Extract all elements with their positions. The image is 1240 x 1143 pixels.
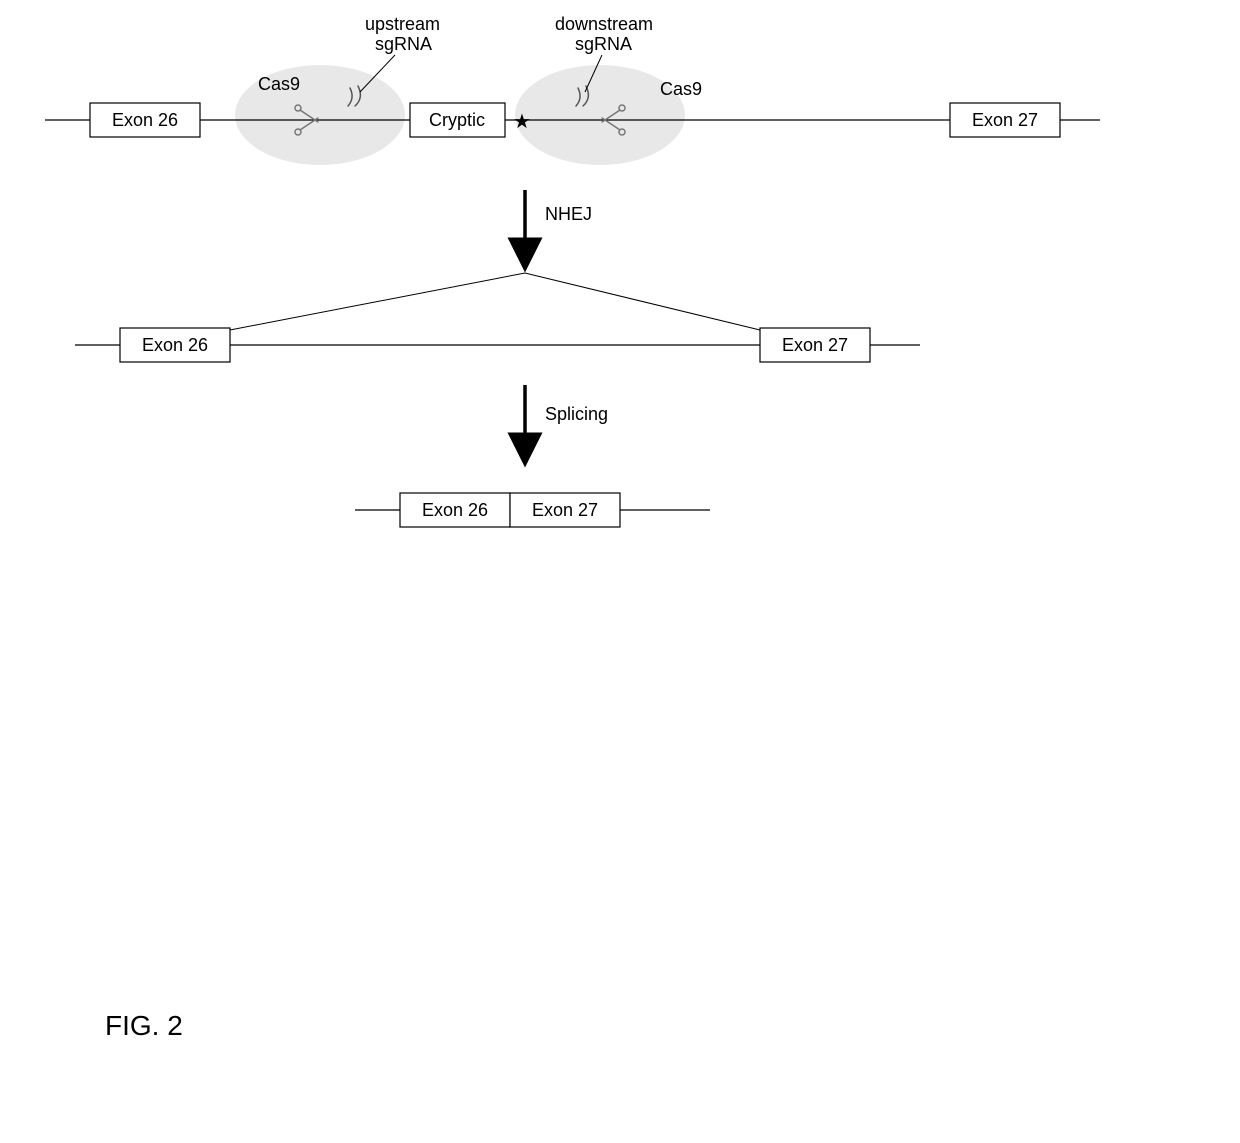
cas9-right-label: Cas9 <box>660 79 702 99</box>
upstream-label-1: upstream <box>365 14 440 34</box>
row3: Exon 26 Exon 27 <box>355 493 710 527</box>
row1-cryptic-label: Cryptic <box>429 110 485 130</box>
figure-label: FIG. 2 <box>105 1010 183 1042</box>
row2-exon27-label: Exon 27 <box>782 335 848 355</box>
downstream-label-2: sgRNA <box>575 34 632 54</box>
row2-exon26-label: Exon 26 <box>142 335 208 355</box>
upstream-label-2: sgRNA <box>375 34 432 54</box>
row2: Exon 26 Exon 27 <box>75 273 920 362</box>
excision-triangle <box>230 273 760 330</box>
row1: Exon 26 Cryptic Exon 27 ★ Cas9 Cas9 upst… <box>45 14 1100 165</box>
downstream-label-1: downstream <box>555 14 653 34</box>
row1-exon27-label: Exon 27 <box>972 110 1038 130</box>
nhej-label: NHEJ <box>545 204 592 224</box>
cas9-left-label: Cas9 <box>258 74 300 94</box>
row3-exon27-label: Exon 27 <box>532 500 598 520</box>
row1-exon26-label: Exon 26 <box>112 110 178 130</box>
splicing-label: Splicing <box>545 404 608 424</box>
diagram-svg: Exon 26 Cryptic Exon 27 ★ Cas9 Cas9 upst… <box>0 0 1240 600</box>
row3-exon26-label: Exon 26 <box>422 500 488 520</box>
mutation-star-icon: ★ <box>513 111 531 133</box>
